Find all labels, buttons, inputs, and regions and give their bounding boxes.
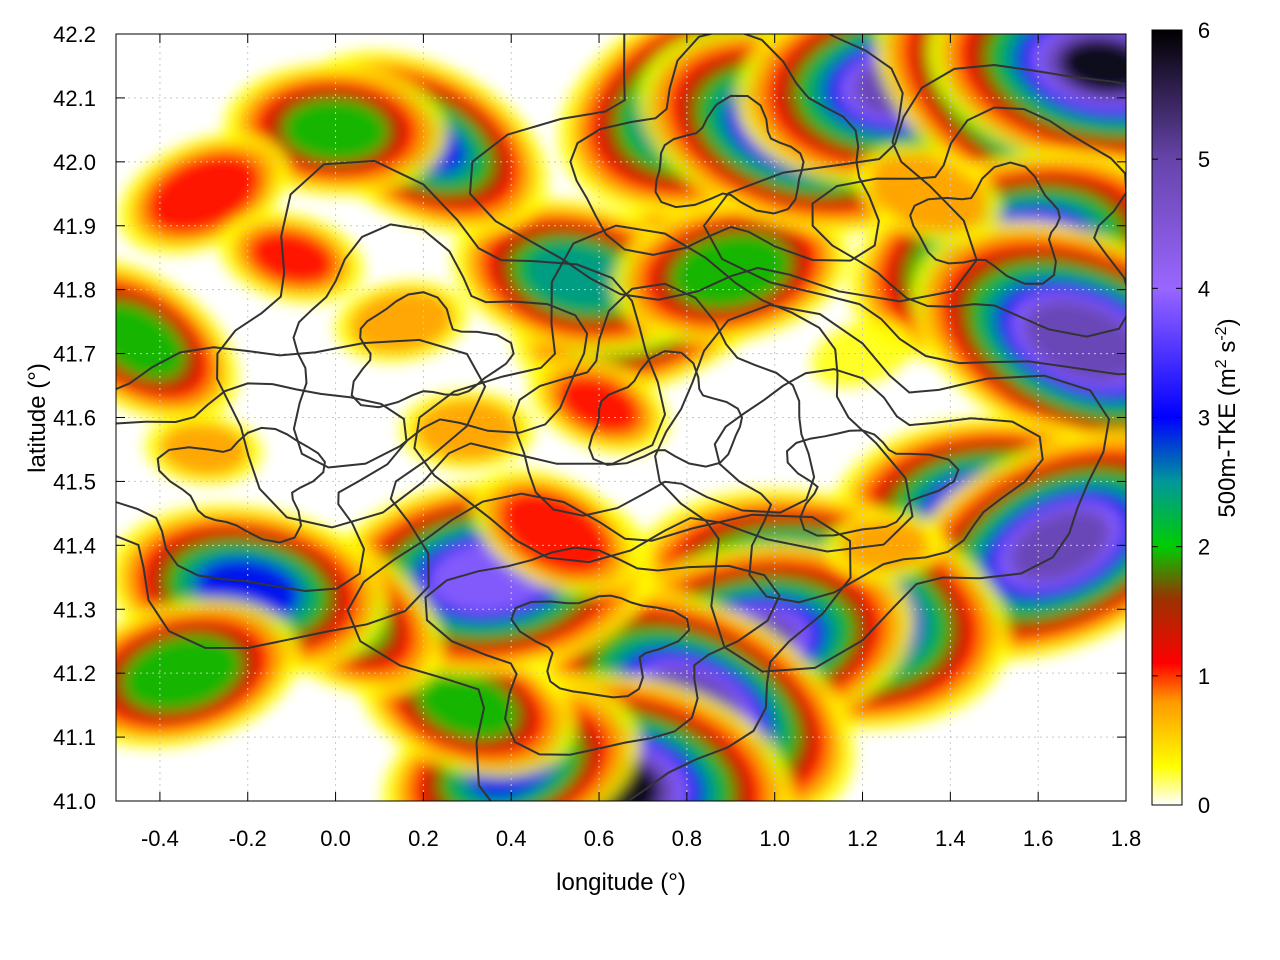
tke-blob-ring bbox=[1059, 39, 1126, 93]
terrain-contours bbox=[116, 34, 1126, 801]
colorbar-tick-label: 3 bbox=[1198, 406, 1210, 431]
y-tick-label: 41.4 bbox=[53, 533, 96, 558]
colorbar-tick-label: 6 bbox=[1198, 18, 1210, 43]
contour-line bbox=[350, 291, 515, 409]
y-tick-label: 42.1 bbox=[53, 86, 96, 111]
tke-blob-ring bbox=[282, 98, 389, 162]
x-tick-label: -0.2 bbox=[229, 826, 267, 851]
tke-blob-ring bbox=[349, 289, 454, 354]
colorbar-tick-label: 2 bbox=[1198, 535, 1210, 560]
tke-blob-ring bbox=[122, 635, 242, 712]
tke-blob-ring bbox=[414, 399, 520, 462]
grid-lines bbox=[116, 34, 1126, 801]
colorbar-tick-label: 1 bbox=[1198, 664, 1210, 689]
tke-blob-ring bbox=[498, 489, 612, 576]
colorbar-label: 500m-TKE (m2 s-2) bbox=[1213, 318, 1241, 517]
colorbar-tick-label: 5 bbox=[1198, 147, 1210, 172]
contour-line bbox=[116, 382, 408, 593]
contour-line bbox=[346, 492, 852, 801]
y-tick-label: 41.5 bbox=[53, 469, 96, 494]
tke-blob bbox=[116, 598, 300, 749]
contour-line bbox=[468, 34, 978, 303]
colorbar-tick-label: 0 bbox=[1198, 793, 1210, 818]
x-tick-label: 0.8 bbox=[672, 826, 703, 851]
contour-line bbox=[811, 106, 1126, 338]
y-tick-label: 41.8 bbox=[53, 278, 96, 303]
x-tick-label: 1.2 bbox=[847, 826, 878, 851]
tke-blob-ring bbox=[416, 671, 519, 739]
contour-line bbox=[510, 594, 691, 699]
x-tick-label: 1.8 bbox=[1111, 826, 1142, 851]
y-tick-label: 41.6 bbox=[53, 406, 96, 431]
tke-blob bbox=[117, 133, 290, 255]
contour-line bbox=[909, 161, 1061, 285]
colorbar-tick-label: 4 bbox=[1198, 276, 1210, 301]
x-tick-label: 1.0 bbox=[759, 826, 790, 851]
tke-blob-ring bbox=[1024, 300, 1126, 382]
x-axis-label: longitude (°) bbox=[556, 869, 686, 896]
colorbar-label-mid: s bbox=[1214, 341, 1241, 360]
y-axis-label: latitude (°) bbox=[24, 363, 51, 473]
tke-blob-ring bbox=[146, 153, 262, 235]
contour-line bbox=[654, 303, 1111, 673]
contour-line bbox=[424, 546, 781, 756]
y-tick-label: 41.2 bbox=[53, 661, 96, 686]
contour-line bbox=[702, 63, 1126, 376]
x-tick-label: 1.6 bbox=[1023, 826, 1054, 851]
y-tick-label: 41.9 bbox=[53, 214, 96, 239]
colorbar-label-end: ) bbox=[1214, 318, 1241, 326]
x-tick-label: 0.4 bbox=[496, 826, 527, 851]
x-tick-label: 0.6 bbox=[584, 826, 615, 851]
x-axis: -0.4 -0.2 0.0 0.2 0.4 0.6 0.8 1.0 1.2 1.4 1.6 1.8 bbox=[141, 34, 1141, 851]
contour-line bbox=[512, 282, 816, 517]
x-tick-label: 1.4 bbox=[935, 826, 966, 851]
colorbar-label-base: 500m-TKE (m bbox=[1214, 368, 1241, 517]
colorbar-ticks: 0 1 2 3 4 5 6 bbox=[1152, 18, 1210, 818]
contour-line bbox=[785, 429, 960, 537]
contour-line bbox=[216, 159, 667, 529]
y-tick-label: 41.7 bbox=[53, 342, 96, 367]
tke-blob-ring bbox=[247, 229, 336, 286]
colorbar-label-sup2: -2 bbox=[1213, 326, 1230, 340]
plot-area bbox=[115, 33, 1127, 802]
contour-line bbox=[156, 426, 326, 544]
colorbar-label-sup1: 2 bbox=[1213, 359, 1230, 368]
y-tick-label: 41.1 bbox=[53, 725, 96, 750]
y-tick-label: 42.2 bbox=[53, 22, 96, 47]
contour-line bbox=[116, 338, 487, 650]
y-tick-label: 41.3 bbox=[53, 597, 96, 622]
contour-line bbox=[713, 368, 1044, 604]
contour-line bbox=[588, 350, 744, 468]
x-tick-label: 0.2 bbox=[408, 826, 439, 851]
x-tick-label: -0.4 bbox=[141, 826, 179, 851]
tke-blob bbox=[116, 258, 239, 424]
tke-blob bbox=[218, 211, 365, 305]
tke-blob bbox=[926, 34, 1126, 174]
contour-line bbox=[654, 94, 805, 215]
y-tick-label: 41.0 bbox=[53, 789, 96, 814]
contour-line bbox=[413, 224, 914, 564]
y-axis: 41.0 41.1 41.2 41.3 41.4 41.5 41.6 41.7 41.8 41.9… bbox=[53, 22, 1126, 814]
tke-blob-ring bbox=[116, 301, 186, 380]
tke-blob bbox=[612, 196, 850, 345]
y-tick-label: 42.0 bbox=[53, 150, 96, 175]
colorbar: 0 1 2 3 4 5 6 500m-TKE (m2 s-2) bbox=[1151, 18, 1241, 818]
contour-line bbox=[569, 34, 880, 262]
x-tick-label: 0.0 bbox=[320, 826, 351, 851]
